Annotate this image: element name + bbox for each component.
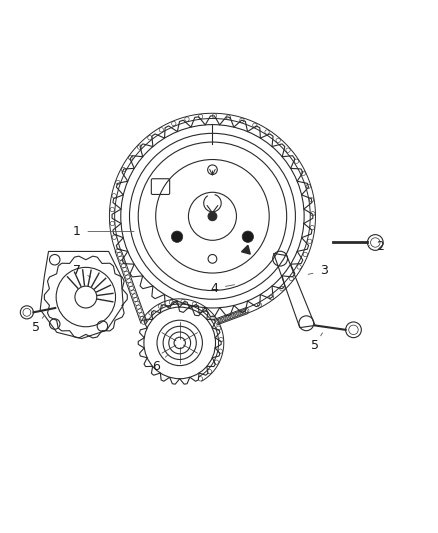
Circle shape — [171, 231, 183, 243]
Text: 6: 6 — [152, 354, 168, 374]
Text: 5: 5 — [32, 316, 44, 334]
Text: 3: 3 — [308, 264, 328, 277]
Text: 7: 7 — [73, 264, 91, 277]
Circle shape — [242, 231, 254, 243]
Text: 5: 5 — [311, 333, 322, 352]
Text: 4: 4 — [211, 282, 234, 295]
Circle shape — [208, 212, 217, 221]
Text: 1: 1 — [73, 225, 134, 238]
Text: 2: 2 — [370, 240, 385, 253]
